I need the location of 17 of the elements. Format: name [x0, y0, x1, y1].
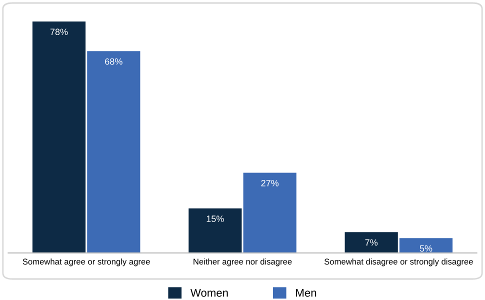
bar: [344, 232, 398, 253]
x-tick-label: Somewhat agree or strongly agree: [22, 258, 150, 266]
data-label: 68%: [105, 58, 122, 65]
data-label: 78%: [50, 28, 68, 36]
bar: [188, 208, 242, 253]
bar: [32, 21, 86, 253]
data-label: 27%: [261, 180, 279, 186]
data-label: 15%: [206, 216, 224, 222]
data-label: 5%: [420, 245, 432, 252]
bar: [87, 51, 140, 253]
x-tick-label: Neither agree nor disagree: [194, 258, 292, 266]
x-tick-label: Somewhat disagree or strongly disagree: [324, 258, 473, 266]
data-label: 7%: [365, 239, 378, 246]
bar: [243, 172, 296, 253]
legend-label: Men: [296, 289, 316, 297]
bar: [399, 238, 453, 253]
legend-label: Women: [190, 289, 228, 297]
